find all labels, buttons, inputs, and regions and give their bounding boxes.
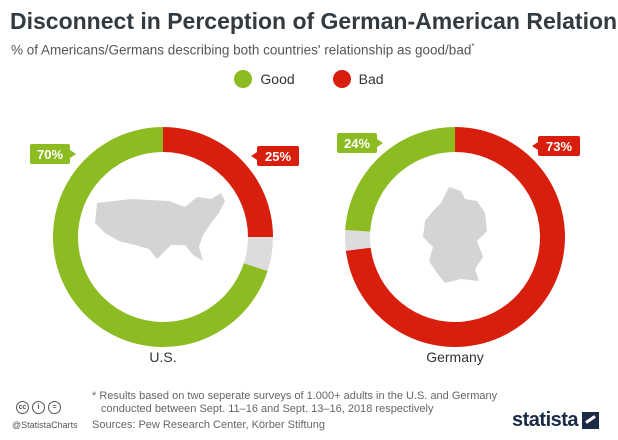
germany-map-icon <box>423 187 487 283</box>
usa-map-icon <box>95 193 225 261</box>
license-icons: cc i = <box>16 401 61 414</box>
value-badge-pointer <box>377 139 383 147</box>
legend: Good Bad <box>0 70 618 88</box>
legend-label-good: Good <box>260 71 295 87</box>
category-label: Germany <box>426 349 484 365</box>
brand-name: statista <box>512 409 579 431</box>
value-badge <box>30 144 70 164</box>
donut-segment-good <box>345 127 455 232</box>
subtitle-footnote-mark: * <box>471 42 475 51</box>
cc-icon: cc <box>16 401 29 414</box>
no-derivatives-icon: = <box>48 401 61 414</box>
donut-segment-other <box>243 237 273 271</box>
footnote: * Results based on two seperate surveys … <box>92 390 497 416</box>
footnote-line-1: * Results based on two seperate surveys … <box>92 390 498 402</box>
value-badge-pointer <box>251 152 257 160</box>
value-badge <box>337 133 377 153</box>
category-label: U.S. <box>149 349 176 365</box>
statista-logo[interactable]: statista <box>512 409 600 432</box>
donut-segment-bad <box>163 127 273 237</box>
legend-swatch-good <box>234 70 253 88</box>
data-label: 25% <box>265 149 291 164</box>
statista-logo-icon <box>582 412 600 429</box>
legend-item-good: Good <box>234 70 295 88</box>
donut-segment-other <box>344 230 371 251</box>
subtitle-text: % of Americans/Germans describing both c… <box>11 42 472 58</box>
value-badge-pointer <box>70 150 76 158</box>
value-badge <box>257 146 299 166</box>
chart-subtitle: % of Americans/Germans describing both c… <box>11 42 474 58</box>
data-label: 24% <box>344 136 370 151</box>
attribution-icon: i <box>32 401 45 414</box>
footnote-line-2: conducted between Sept. 11–16 and Sept. … <box>101 403 434 415</box>
legend-item-bad: Bad <box>332 70 384 88</box>
value-badge-pointer <box>532 142 538 150</box>
sources: Sources: Pew Research Center, Körber Sti… <box>92 419 325 431</box>
value-badge <box>538 136 580 156</box>
legend-label-bad: Bad <box>358 71 384 87</box>
chart-title: Disconnect in Perception of German-Ameri… <box>10 8 618 34</box>
legend-swatch-bad <box>332 70 351 88</box>
social-handle: @StatistaCharts <box>12 420 78 430</box>
data-label: 73% <box>546 139 572 154</box>
data-label: 70% <box>37 147 63 162</box>
